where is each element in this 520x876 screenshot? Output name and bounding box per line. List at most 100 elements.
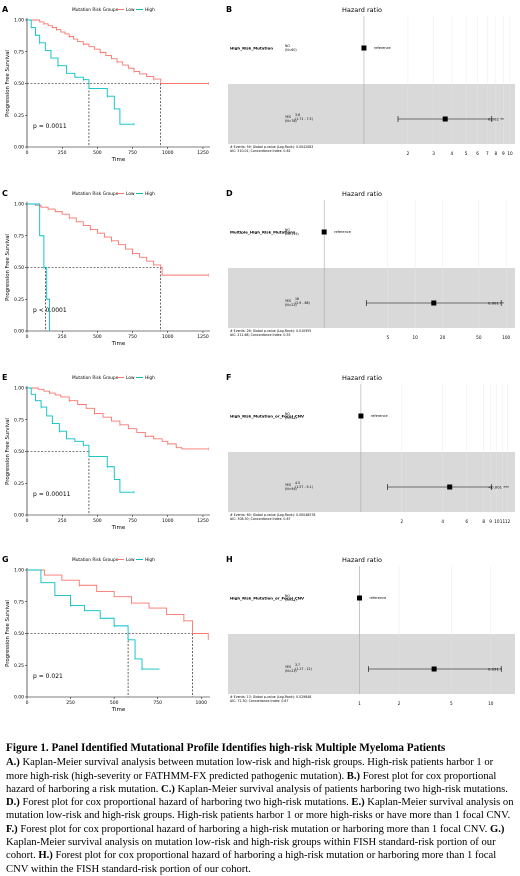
km-ytick-label: 0.00 <box>14 329 24 335</box>
km-ytick-label: 0.75 <box>14 599 24 605</box>
km-curve-low <box>27 19 209 84</box>
hr-estimate-label-line-0: 16 <box>295 297 299 301</box>
km-ytick-label: 1.00 <box>14 568 24 574</box>
km-panel-letter: E <box>2 373 7 382</box>
hr-panel-B: B Hazard ratio 2 3 4 5 6 7 8 9 10 High_Risk_Mutatio… <box>226 5 515 156</box>
hr-title: Hazard ratio <box>342 556 382 564</box>
hr-pvalue-label: <0.001 *** <box>488 485 509 490</box>
km-legend-title: Mutation Risk Groups <box>72 7 119 13</box>
caption-title: Figure 1. Panel Identified Mutational Pr… <box>6 742 446 754</box>
km-panel-letter: G <box>2 555 9 564</box>
hr-level-line-0: YES <box>285 299 291 303</box>
hr-level-line-0: YES <box>285 115 291 119</box>
caption-label-1: B.) <box>346 770 361 782</box>
km-y-label: Progression Free Survival <box>5 600 11 667</box>
hr-estimate-marker <box>447 484 453 490</box>
hr-variable-name: High_Risk_Mutation_or_Focal_CNV <box>230 414 304 419</box>
km-xtick-label: 0 <box>26 334 29 340</box>
hr-estimate-label-line-0: 3.7 <box>295 663 300 667</box>
hr-panel-letter: H <box>226 555 233 564</box>
hr-pvalue-label: 0.001 ** <box>488 301 504 306</box>
km-panel-letter: C <box>2 189 8 198</box>
hr-title: Hazard ratio <box>342 190 382 198</box>
hr-xtick-label: 2 <box>398 701 401 706</box>
km-y-label: Progression Free Survival <box>5 418 11 485</box>
km-xtick-label: 250 <box>66 700 75 706</box>
hr-pvalue-label: 0.002 ** <box>488 117 504 122</box>
hr-reference-label: reference <box>374 46 391 50</box>
caption-text-4: Kaplan-Meier survival analysis on mutati… <box>6 797 514 822</box>
hr-xtick-label: 8 <box>495 151 498 156</box>
km-legend: Mutation Risk Groups Low High <box>72 375 155 381</box>
hr-reference-label: reference <box>334 230 351 234</box>
hr-xtick-label: 4 <box>441 519 444 524</box>
km-legend-low-label: Low <box>126 7 135 13</box>
hr-row-band <box>228 452 515 512</box>
hr-xtick-label: 12 <box>505 519 511 524</box>
km-xtick-label: 1250 <box>197 150 209 156</box>
hr-estimate-marker <box>442 116 448 122</box>
hr-xtick-label: 10 <box>413 335 419 340</box>
caption-text-1: Forest plot for cox proportional hazard … <box>6 770 497 795</box>
km-ytick-label: 0.50 <box>14 265 24 271</box>
km-ytick-label: 0.75 <box>14 49 24 55</box>
km-ytick-label: 1.00 <box>14 202 24 208</box>
hr-events-text: # Events: 13; Global p-value (Log-Rank):… <box>230 695 311 699</box>
km-y-label: Progression Free Survival <box>5 234 11 301</box>
km-panel-E: E Mutation Risk Groups Low High 0.00 0.25 0.50… <box>2 373 210 531</box>
hr-variable-name: High_Risk_Mutation <box>230 46 273 51</box>
hr-xtick-label: 10 <box>507 151 513 156</box>
km-y-label: Progression Free Survival <box>5 50 11 117</box>
figure-caption: Figure 1. Panel Identified Mutational Pr… <box>6 742 514 876</box>
hr-title: Hazard ratio <box>342 374 382 382</box>
caption-text-3: Forest plot for cox proportional hazard … <box>19 797 352 809</box>
km-pvalue: p = 0.00011 <box>33 491 71 498</box>
hr-aic-text: AIC: 308.30; Concordance Index: 0.67 <box>230 517 291 521</box>
hr-reference-marker <box>361 45 367 51</box>
km-xtick-label: 500 <box>110 700 119 706</box>
hr-xtick-label: 1 <box>358 701 361 706</box>
hr-panel-letter: B <box>226 5 232 14</box>
hr-xtick-label: 8 <box>482 519 485 524</box>
hr-xtick-label: 6 <box>476 151 479 156</box>
km-xtick-label: 250 <box>58 150 67 156</box>
caption-text-6: Kaplan-Meier survival analysis on mutati… <box>6 837 496 862</box>
caption-body: A.) Kaplan-Meier survival analysis betwe… <box>6 757 514 874</box>
hr-reference-marker <box>357 595 363 601</box>
hr-level-line-1: (N=23) <box>285 669 297 673</box>
km-legend-low-label: Low <box>126 557 135 563</box>
km-xtick-label: 250 <box>58 518 67 524</box>
caption-label-7: H.) <box>38 850 53 862</box>
km-x-label: Time <box>111 341 126 347</box>
km-ytick-label: 0.25 <box>14 113 24 119</box>
caption-text-7: Forest plot for cox proportional hazard … <box>6 850 497 875</box>
hr-level-line-0: YES <box>285 483 291 487</box>
hr-estimate-label-line-1: (1.71 - 7.5) <box>295 117 313 121</box>
hr-ref-level-line-0: NO <box>285 412 290 416</box>
km-ytick-label: 1.00 <box>14 386 24 392</box>
km-curve-high <box>27 203 50 331</box>
hr-row-band <box>228 84 515 144</box>
hr-xtick-label: 5 <box>450 701 453 706</box>
km-ytick-label: 0.00 <box>14 145 24 151</box>
hr-panel-letter: D <box>226 189 233 198</box>
km-panel-A: A Mutation Risk Groups Low High 0.00 0.25 0.50… <box>2 5 210 163</box>
hr-xtick-label: 2 <box>400 519 403 524</box>
km-ytick-label: 0.25 <box>14 663 24 669</box>
km-legend: Mutation Risk Groups Low High <box>72 7 155 13</box>
hr-xtick-label: 10 <box>488 701 494 706</box>
km-ytick-label: 0.25 <box>14 481 24 487</box>
hr-events-text: # Events: 26; Global p-value (Log-Rank):… <box>230 329 311 333</box>
hr-ref-level-line-1: (N=119) <box>285 232 299 236</box>
km-xtick-label: 750 <box>128 334 137 340</box>
hr-title: Hazard ratio <box>342 6 382 14</box>
hr-ref-level-line-0: NO <box>285 44 290 48</box>
caption-label-5: F.) <box>6 823 18 835</box>
hr-level-line-0: YES <box>285 665 291 669</box>
hr-aic-text: AIC: 211.68; Concordance Index: 0.55 <box>230 333 291 337</box>
hr-ref-level-line-1: (N=43) <box>285 416 297 420</box>
km-panel-C: C Mutation Risk Groups Low High 0.00 0.25 0.50… <box>2 189 210 347</box>
km-xtick-label: 500 <box>93 334 102 340</box>
km-panel-G: G Mutation Risk Groups Low High 0.00 0.25 0.50… <box>2 555 210 713</box>
hr-xtick-label: 50 <box>476 335 482 340</box>
